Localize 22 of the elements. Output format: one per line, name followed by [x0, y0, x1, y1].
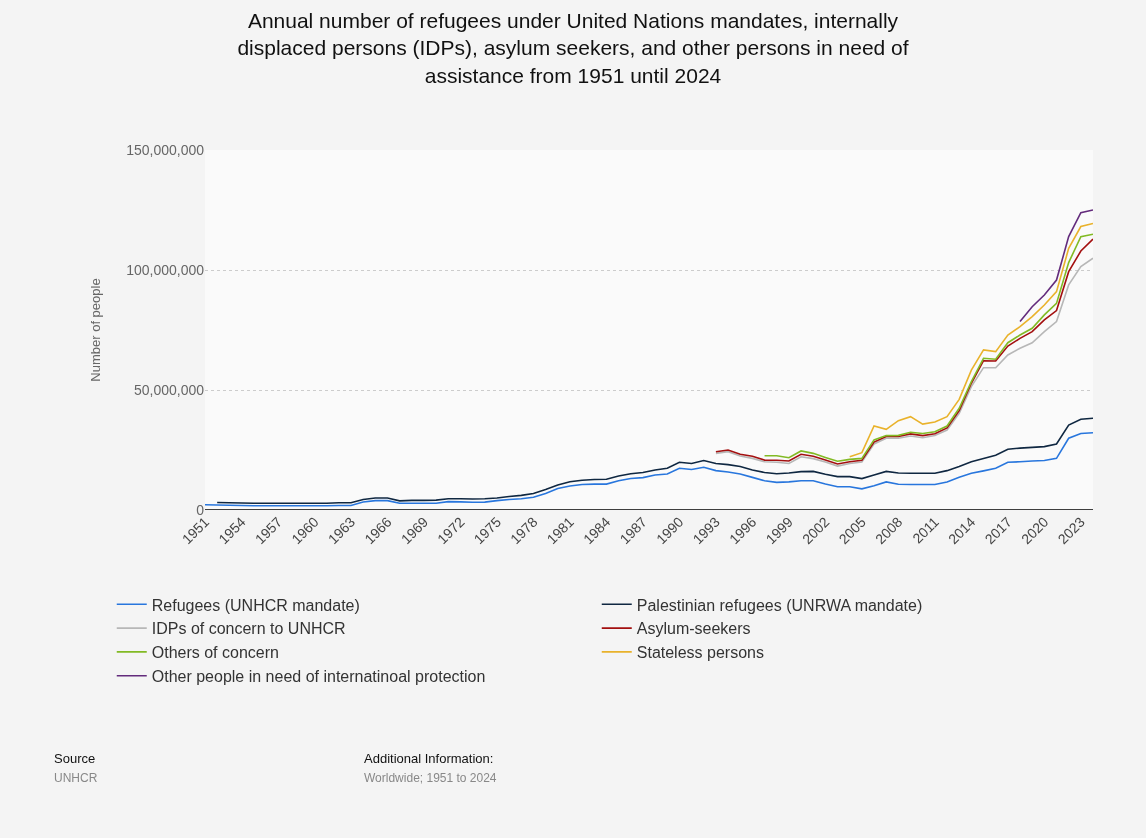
legend-label: Stateless persons	[636, 644, 764, 662]
text: UNHCR	[54, 771, 98, 785]
legend-label: Others of concern	[151, 644, 279, 662]
line-series	[848, 222, 1093, 458]
line-series	[216, 417, 1093, 505]
text: Source	[54, 751, 96, 766]
y-axis-title: Number of people	[88, 278, 104, 382]
legend-label: IDPs of concern to UNHCR	[151, 620, 346, 638]
legend-label: Palestinian refugees (UNRWA mandate)	[636, 596, 923, 614]
line-series	[763, 233, 1093, 463]
legend-label: Asylum-seekers	[636, 620, 751, 638]
text: Worldwide; 1951 to 2024	[364, 771, 497, 785]
legend-label: Other people in need of internatinoal protection	[151, 667, 486, 685]
chart-title: Annual number of refugees under United Nations mandates, internally displaced persons (IDPs), asylum seekers, and other persons in need of assistance from 1951 until 2024	[237, 9, 909, 87]
y-tick-label: 50,000,000	[133, 381, 205, 398]
line-series	[205, 431, 1093, 507]
y-tick-label: 100,000,000	[126, 261, 205, 278]
y-tick-label: 0	[196, 501, 205, 518]
line-series	[1019, 209, 1093, 323]
text: Additional Information:	[364, 751, 494, 766]
legend-label: Refugees (UNHCR mandate)	[151, 596, 360, 614]
y-tick-label: 150,000,000	[126, 141, 205, 158]
